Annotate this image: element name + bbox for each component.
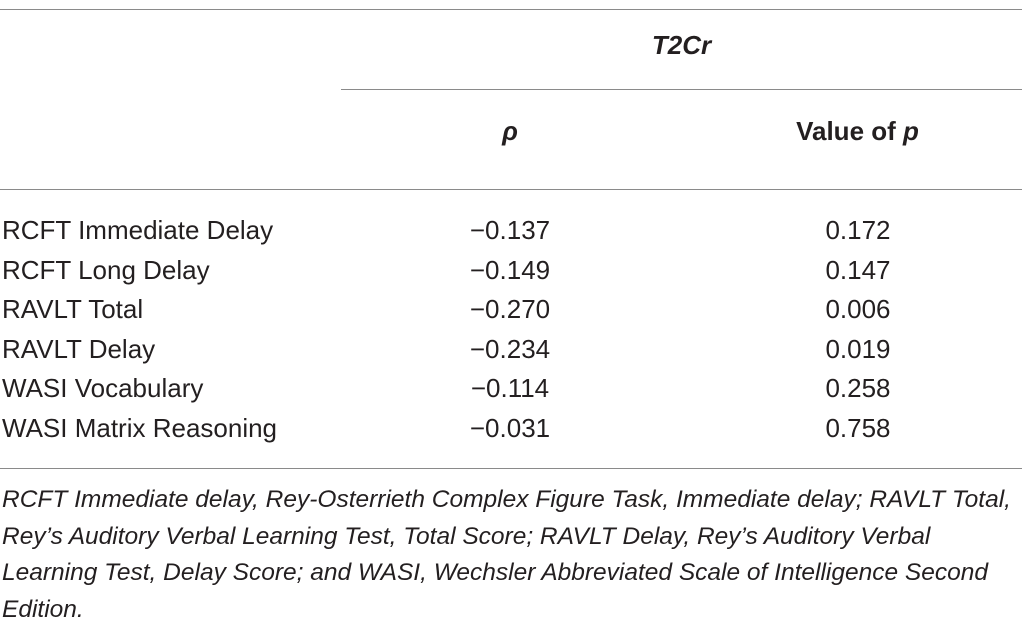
rho-value: −0.270 (469, 294, 551, 325)
row-label: RAVLT Total (2, 294, 144, 325)
table-row: WASI Vocabulary −0.114 0.258 (0, 369, 1022, 409)
table-row: RAVLT Delay −0.234 0.019 (0, 330, 1022, 370)
table-top-rule (0, 9, 1022, 10)
table-body: RCFT Immediate Delay −0.137 0.172 RCFT L… (0, 211, 1022, 449)
p-value: 0.172 (825, 215, 891, 245)
group-header-rule (341, 89, 1022, 90)
row-label: RAVLT Delay (2, 333, 156, 364)
table-row: RCFT Immediate Delay −0.137 0.172 (0, 211, 1022, 251)
p-value: 0.019 (825, 333, 891, 364)
row-label: WASI Vocabulary (2, 373, 204, 404)
p-value: 0.006 (825, 294, 891, 325)
rho-value: −0.114 (470, 373, 550, 404)
rho-value: −0.031 (469, 412, 551, 443)
table-row: RCFT Long Delay −0.149 0.147 (0, 251, 1022, 291)
column-header-p-variable: p (903, 116, 919, 146)
column-header-p-value: Value of p (740, 116, 975, 147)
table-bottom-rule (0, 468, 1022, 469)
column-header-rho: ρ (502, 116, 518, 146)
header-bottom-rule (0, 189, 1022, 190)
row-label: RCFT Immediate Delay (2, 215, 274, 245)
group-header-t2cr: T2Cr (651, 30, 712, 60)
column-header-p-value-prefix: Value of (796, 116, 904, 146)
row-label: WASI Matrix Reasoning (2, 412, 278, 443)
rho-value: −0.137 (469, 215, 551, 245)
p-value: 0.258 (825, 373, 891, 404)
table-row: RAVLT Total −0.270 0.006 (0, 290, 1022, 330)
row-label: RCFT Long Delay (2, 254, 210, 285)
p-value: 0.758 (825, 412, 891, 443)
table-row: WASI Matrix Reasoning −0.031 0.758 (0, 409, 1022, 449)
p-value: 0.147 (825, 254, 891, 285)
rho-value: −0.149 (469, 254, 551, 285)
table-footnote: RCFT Immediate delay, Rey-Osterrieth Com… (2, 486, 1011, 623)
rho-value: −0.234 (469, 333, 551, 364)
